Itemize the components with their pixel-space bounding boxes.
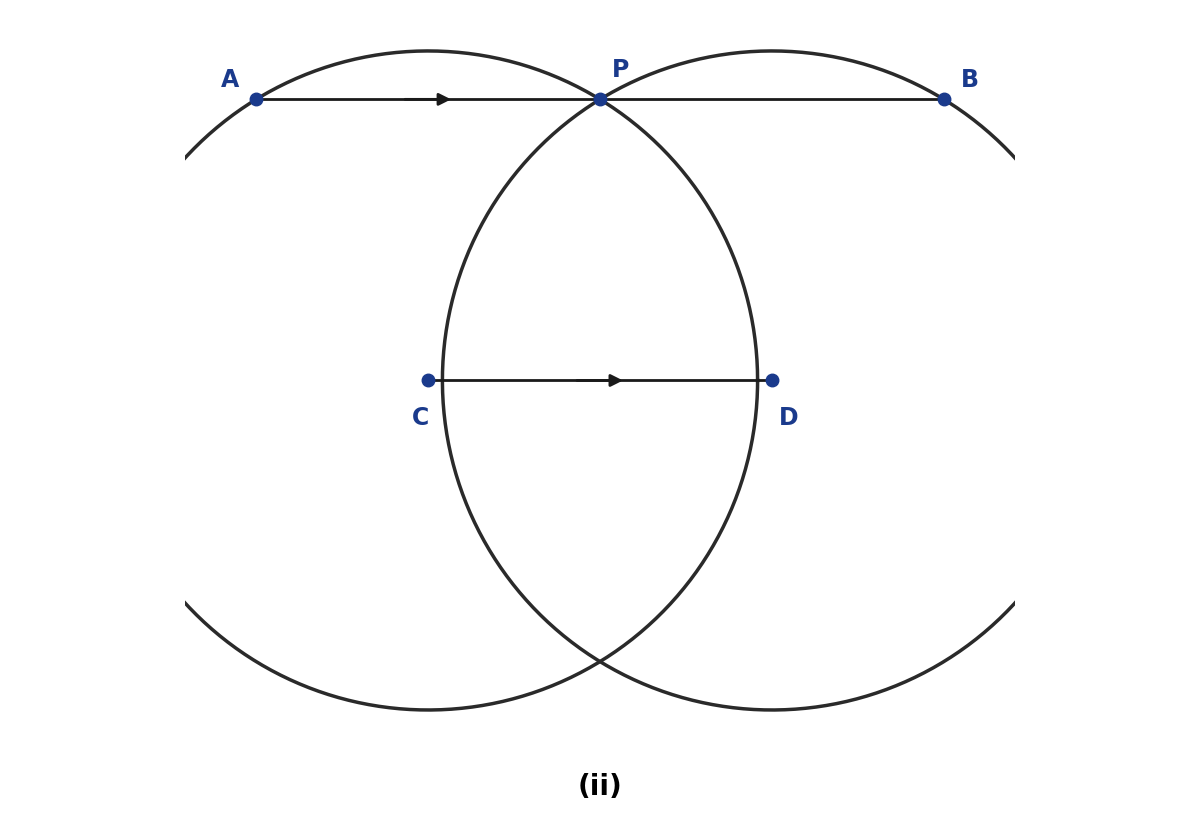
Text: A: A (221, 69, 239, 93)
Text: D: D (779, 406, 799, 430)
Text: C: C (413, 406, 430, 430)
Text: (ii): (ii) (577, 773, 623, 801)
Text: P: P (612, 58, 629, 82)
Text: B: B (961, 69, 979, 93)
